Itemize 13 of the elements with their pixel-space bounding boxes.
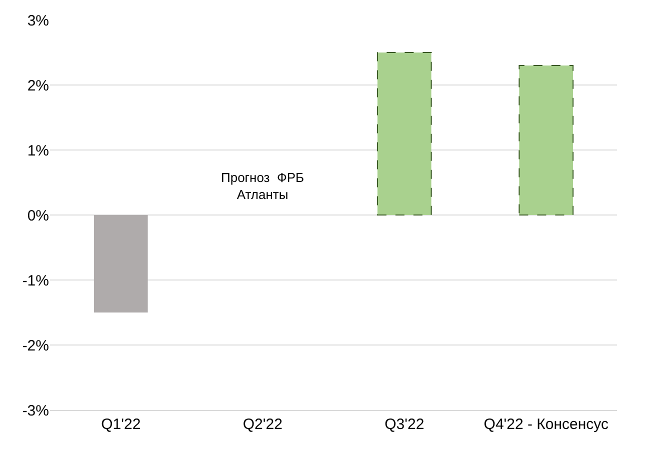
- annotation: Прогноз ФРБ Атланты: [221, 170, 304, 202]
- y-tick-label: -2%: [22, 337, 49, 354]
- x-tick-label: Q4'22 - Консенсус: [484, 416, 609, 433]
- y-tick-label: 1%: [27, 142, 49, 160]
- y-tick-label: 0%: [27, 207, 49, 224]
- x-tick-label: Q3'22: [384, 416, 424, 433]
- bar: [94, 215, 148, 312]
- x-tick-label: Q1'22: [101, 416, 141, 433]
- y-tick-label: 3%: [27, 12, 49, 30]
- y-tick-label: -1%: [22, 272, 49, 290]
- y-tick-label: 2%: [27, 77, 49, 94]
- x-tick-label: Q2'22: [242, 416, 282, 433]
- y-tick-label: -3%: [22, 402, 49, 420]
